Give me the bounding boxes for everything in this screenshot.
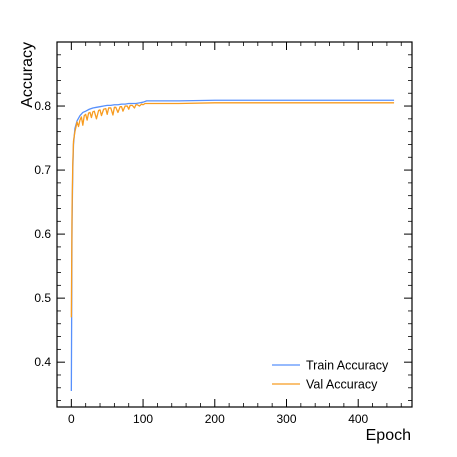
legend-label-train-accuracy: Train Accuracy bbox=[306, 359, 389, 373]
x-tick-label: 300 bbox=[276, 412, 296, 426]
plot-frame bbox=[56, 41, 413, 408]
x-minor-ticks bbox=[56, 42, 402, 407]
legend: Train Accuracy Val Accuracy bbox=[272, 359, 389, 392]
x-tick-label: 400 bbox=[348, 412, 368, 426]
y-minor-ticks bbox=[57, 54, 412, 401]
x-axis-label: Epoch bbox=[366, 427, 411, 444]
y-tick-label: 0.7 bbox=[34, 163, 51, 177]
y-major-ticks: 0.4 0.5 0.6 0.7 0.8 bbox=[34, 99, 412, 369]
y-axis-label: Accuracy bbox=[19, 42, 36, 108]
series-layer bbox=[70, 99, 395, 391]
y-tick-label: 0.4 bbox=[34, 355, 51, 369]
y-tick-label: 0.8 bbox=[34, 99, 51, 113]
series-line-train-accuracy bbox=[70, 99, 395, 391]
x-major-ticks: 0 100 200 300 400 bbox=[68, 42, 369, 426]
series-line-val-accuracy bbox=[70, 102, 395, 318]
y-tick-label: 0.6 bbox=[34, 227, 51, 241]
x-tick-label: 100 bbox=[133, 412, 153, 426]
x-tick-label: 200 bbox=[205, 412, 225, 426]
legend-label-val-accuracy: Val Accuracy bbox=[306, 378, 378, 392]
y-tick-label: 0.5 bbox=[34, 291, 51, 305]
x-tick-label: 0 bbox=[68, 412, 75, 426]
